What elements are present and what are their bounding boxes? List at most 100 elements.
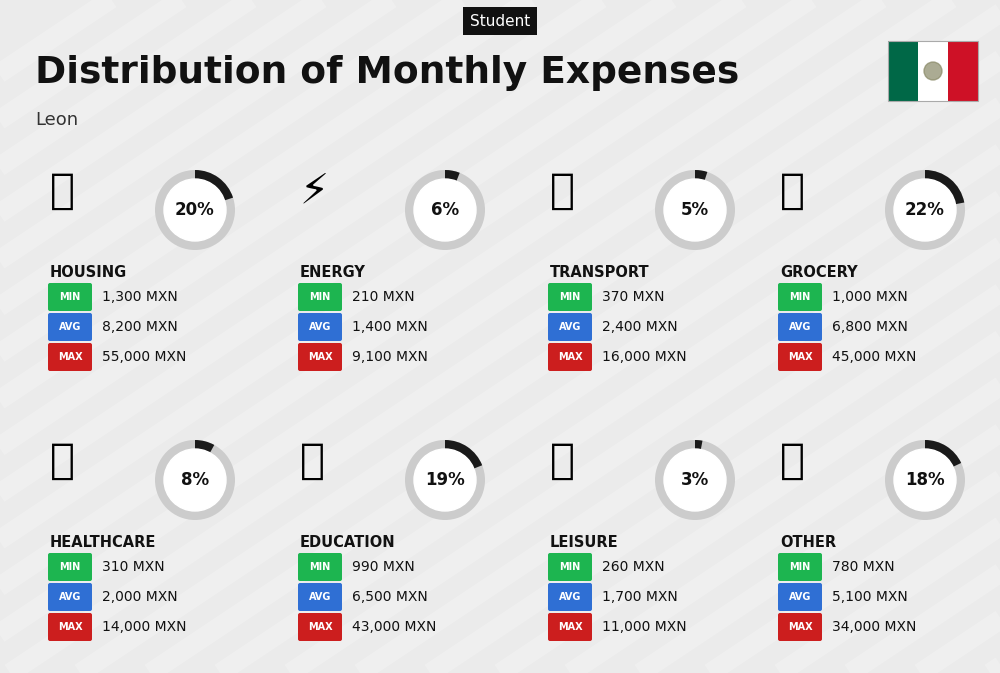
- Text: HEALTHCARE: HEALTHCARE: [50, 535, 156, 550]
- FancyBboxPatch shape: [48, 283, 92, 311]
- FancyBboxPatch shape: [778, 343, 822, 371]
- Text: 💰: 💰: [780, 440, 805, 482]
- Wedge shape: [655, 170, 735, 250]
- Text: AVG: AVG: [559, 322, 581, 332]
- FancyBboxPatch shape: [298, 583, 342, 611]
- Text: 🚌: 🚌: [550, 170, 575, 212]
- Text: 43,000 MXN: 43,000 MXN: [352, 620, 436, 634]
- Text: 8,200 MXN: 8,200 MXN: [102, 320, 178, 334]
- Wedge shape: [195, 170, 233, 201]
- Text: 🎓: 🎓: [300, 440, 325, 482]
- Text: Distribution of Monthly Expenses: Distribution of Monthly Expenses: [35, 55, 739, 91]
- Text: 310 MXN: 310 MXN: [102, 560, 165, 574]
- FancyBboxPatch shape: [778, 313, 822, 341]
- Text: MAX: MAX: [558, 352, 582, 362]
- Text: MAX: MAX: [58, 622, 82, 632]
- Text: 55,000 MXN: 55,000 MXN: [102, 350, 186, 364]
- Wedge shape: [925, 440, 961, 467]
- FancyBboxPatch shape: [48, 613, 92, 641]
- Text: MAX: MAX: [308, 352, 332, 362]
- Wedge shape: [695, 440, 702, 450]
- Circle shape: [664, 179, 726, 241]
- Text: 🏢: 🏢: [50, 170, 75, 212]
- FancyBboxPatch shape: [778, 283, 822, 311]
- Text: 370 MXN: 370 MXN: [602, 290, 664, 304]
- Text: MAX: MAX: [788, 622, 812, 632]
- FancyBboxPatch shape: [298, 553, 342, 581]
- Text: MIN: MIN: [309, 292, 331, 302]
- Text: 19%: 19%: [425, 471, 465, 489]
- Text: AVG: AVG: [59, 322, 81, 332]
- Text: 5,100 MXN: 5,100 MXN: [832, 590, 908, 604]
- FancyBboxPatch shape: [298, 313, 342, 341]
- Text: 1,300 MXN: 1,300 MXN: [102, 290, 178, 304]
- FancyBboxPatch shape: [48, 583, 92, 611]
- Text: MAX: MAX: [58, 352, 82, 362]
- Wedge shape: [155, 440, 235, 520]
- FancyBboxPatch shape: [298, 283, 342, 311]
- FancyBboxPatch shape: [918, 41, 948, 101]
- FancyBboxPatch shape: [48, 343, 92, 371]
- Text: 5%: 5%: [681, 201, 709, 219]
- Text: MIN: MIN: [59, 562, 81, 572]
- Text: 1,400 MXN: 1,400 MXN: [352, 320, 428, 334]
- Text: AVG: AVG: [559, 592, 581, 602]
- FancyBboxPatch shape: [548, 313, 592, 341]
- Wedge shape: [885, 440, 965, 520]
- Text: 14,000 MXN: 14,000 MXN: [102, 620, 186, 634]
- Text: 2,400 MXN: 2,400 MXN: [602, 320, 678, 334]
- Text: 🛍: 🛍: [550, 440, 575, 482]
- Circle shape: [414, 449, 476, 511]
- Text: AVG: AVG: [789, 592, 811, 602]
- Text: 3%: 3%: [681, 471, 709, 489]
- Circle shape: [894, 179, 956, 241]
- Text: EDUCATION: EDUCATION: [300, 535, 396, 550]
- Text: HOUSING: HOUSING: [50, 265, 127, 280]
- Text: TRANSPORT: TRANSPORT: [550, 265, 650, 280]
- FancyBboxPatch shape: [778, 583, 822, 611]
- Text: Student: Student: [470, 13, 530, 28]
- Text: ⚡: ⚡: [300, 170, 329, 212]
- Text: 6,800 MXN: 6,800 MXN: [832, 320, 908, 334]
- Text: 18%: 18%: [905, 471, 945, 489]
- Text: AVG: AVG: [309, 592, 331, 602]
- Text: 💓: 💓: [50, 440, 75, 482]
- Wedge shape: [885, 170, 965, 250]
- Text: 16,000 MXN: 16,000 MXN: [602, 350, 687, 364]
- Wedge shape: [155, 170, 235, 250]
- Wedge shape: [695, 170, 707, 180]
- FancyBboxPatch shape: [888, 41, 918, 101]
- Text: 45,000 MXN: 45,000 MXN: [832, 350, 916, 364]
- Text: ENERGY: ENERGY: [300, 265, 366, 280]
- FancyBboxPatch shape: [548, 553, 592, 581]
- Circle shape: [924, 62, 942, 80]
- Text: 260 MXN: 260 MXN: [602, 560, 665, 574]
- Text: 780 MXN: 780 MXN: [832, 560, 895, 574]
- Text: MAX: MAX: [788, 352, 812, 362]
- Circle shape: [664, 449, 726, 511]
- Circle shape: [414, 179, 476, 241]
- Text: MIN: MIN: [789, 562, 811, 572]
- Text: MIN: MIN: [559, 562, 581, 572]
- Text: MAX: MAX: [308, 622, 332, 632]
- Text: AVG: AVG: [309, 322, 331, 332]
- Text: MAX: MAX: [558, 622, 582, 632]
- Text: OTHER: OTHER: [780, 535, 836, 550]
- Text: 210 MXN: 210 MXN: [352, 290, 415, 304]
- Text: GROCERY: GROCERY: [780, 265, 858, 280]
- Text: MIN: MIN: [559, 292, 581, 302]
- FancyBboxPatch shape: [778, 613, 822, 641]
- Circle shape: [164, 179, 226, 241]
- Text: AVG: AVG: [789, 322, 811, 332]
- Text: 2,000 MXN: 2,000 MXN: [102, 590, 178, 604]
- Wedge shape: [405, 440, 485, 520]
- FancyBboxPatch shape: [548, 583, 592, 611]
- Text: 1,000 MXN: 1,000 MXN: [832, 290, 908, 304]
- Circle shape: [894, 449, 956, 511]
- Text: 8%: 8%: [181, 471, 209, 489]
- Wedge shape: [655, 440, 735, 520]
- FancyBboxPatch shape: [948, 41, 978, 101]
- Text: MIN: MIN: [309, 562, 331, 572]
- FancyBboxPatch shape: [548, 613, 592, 641]
- FancyBboxPatch shape: [48, 553, 92, 581]
